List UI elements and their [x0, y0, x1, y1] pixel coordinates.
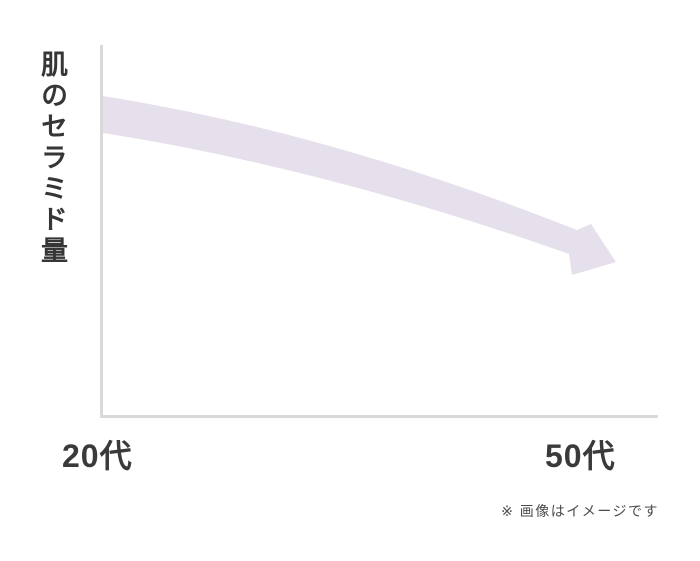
y-axis-line — [100, 45, 103, 418]
x-tick-50s: 50代 — [545, 438, 616, 474]
disclaimer-note: ※ 画像はイメージです — [501, 503, 659, 519]
x-axis-line — [100, 415, 658, 418]
trend-arrow — [103, 96, 616, 275]
y-axis-label: 肌のセラミド量 — [37, 50, 68, 267]
x-tick-20s: 20代 — [62, 438, 133, 474]
